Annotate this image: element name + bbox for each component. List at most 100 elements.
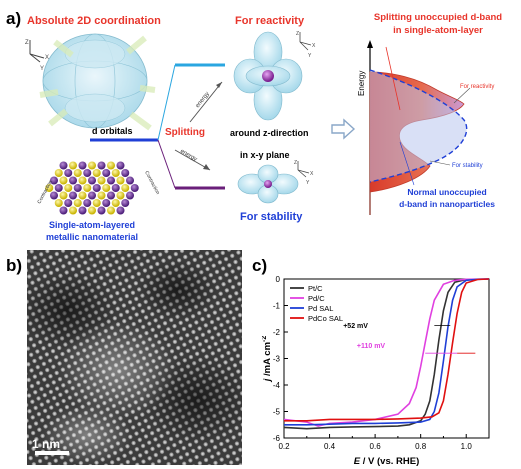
material-label-line1: Single-atom-layered [49,220,135,230]
lattice-atom [126,191,134,200]
annotation-52mv: +52 mV [343,323,368,330]
x-tick-label: 0.2 [278,442,290,451]
in-xy-plane-label: in x-y plane [240,150,290,160]
lattice-atom [83,199,92,207]
lattice-atom [69,176,77,185]
normal-band-label-line1: Normal unoccupied [407,187,486,197]
lattice-atom [126,176,134,185]
svg-text:Z: Z [25,40,29,46]
svg-text:Z: Z [296,31,299,37]
xy-orbital-lobes [237,164,299,204]
legend-label: PdCo SAL [308,314,343,323]
lattice-atom [111,184,120,192]
energy-arrow-upper: energy [189,81,223,123]
scale-bar [35,451,69,455]
around-z-label: around z-direction [230,128,309,138]
normal-d-band [369,69,468,183]
lattice-atom [97,206,106,215]
z-orbital-lobes [233,31,303,121]
lattice-atom [102,169,111,177]
x-tick-label: 0.8 [415,442,427,451]
energy-arrow-lower: energy [174,149,211,171]
y-tick-label: -1 [273,302,281,311]
lattice-atom [83,184,92,192]
normal-band-label-line2: d-band in nanoparticles [399,199,495,209]
lattice-atom [107,176,115,185]
for-reactivity-title: For reactivity [235,15,305,27]
lattice-atom [97,176,106,185]
lattice-atom [121,169,130,177]
lattice-atom [116,161,125,170]
svg-text:energy: energy [179,149,198,163]
lattice-atom [97,191,106,200]
lattice-atom [64,169,73,177]
title-pointer-line [385,46,401,111]
lattice-atom [97,161,106,170]
legend-label: Pd/C [308,294,325,303]
d-orbitals-label: d orbitals [92,126,133,136]
svg-text:X: X [312,43,316,49]
lattice-atom [83,169,92,177]
lattice-atom [64,199,73,207]
y-tick-label: -5 [273,408,281,417]
series-line-0 [283,278,490,430]
lattice-atom [102,199,111,207]
lattice-atom [59,161,68,170]
lattice-atom [116,206,125,215]
lattice-atom [88,206,96,215]
svg-text:Y: Y [308,53,312,59]
x-tick-label: 1.0 [461,442,473,451]
series-line-3 [284,278,490,422]
lattice-atom [92,184,101,192]
annotation-110mv: +110 mV [357,343,386,350]
dos-title-line2: in single-atom-layer [393,25,483,36]
panel-a-schematic: Absolute 2D coordination Z X Y d orbital… [25,15,316,242]
absolute-coordination-title: Absolute 2D coordination [27,15,161,27]
dos-title-line1: Splitting unoccupied d-band [374,12,502,23]
y-tick-label: -3 [273,355,281,364]
x-axis-label: E / V (vs. RHE) [354,456,419,467]
lattice-atom [88,161,96,170]
dos-diagram: Splitting unoccupied d-band in single-at… [357,12,502,215]
lattice-atom [59,176,68,185]
lattice-atom [73,199,82,207]
lattice-atom [64,184,73,192]
scale-bar-label: 1 nm [32,437,60,451]
lattice-atom [92,199,101,207]
for-stability-title: For stability [240,211,303,223]
lattice-atom [54,199,63,207]
lattice-atom [107,161,115,170]
lattice-atom [111,199,120,207]
lattice-atom [69,161,77,170]
legend-label: Pt/C [308,284,323,293]
axis-triad-left: Z X Y [25,40,49,72]
svg-text:Y: Y [306,180,310,186]
dos-stability-label: For stability [452,163,483,169]
svg-text:X: X [45,55,49,61]
lattice-atom [78,161,87,170]
lattice-atom [59,206,68,215]
svg-text:Y: Y [40,66,44,72]
lattice-atom [92,169,101,177]
material-label-line2: metallic nanomaterial [46,232,138,242]
panel-label-c: c) [252,256,268,275]
lattice-atom [50,176,58,185]
y-tick-label: -4 [273,381,281,390]
y-tick-label: -2 [273,328,281,337]
y-axis-label: j /mA cm-2 [262,336,273,384]
svg-text:X: X [310,171,314,177]
series-line-2 [284,278,490,426]
axis-triad-lower: Z X Y [294,160,314,186]
panel-label-b: b) [6,256,23,275]
lsv-chart: 0.2 0.4 0.6 0.8 1.0 0 -1 -2 -3 -4 -5 -6 E / V (vs. R… [262,275,490,467]
lattice-atom [69,206,77,215]
coordination-arrows [39,35,156,131]
lattice-atom [54,169,63,177]
lattice-atom [107,206,115,215]
lattice-atom [102,184,111,192]
dos-y-label: Energy [357,71,366,96]
lattice-atom [45,184,54,192]
lattice-atom [88,176,96,185]
lattice-atom [111,169,120,177]
connector-upper [157,64,176,141]
